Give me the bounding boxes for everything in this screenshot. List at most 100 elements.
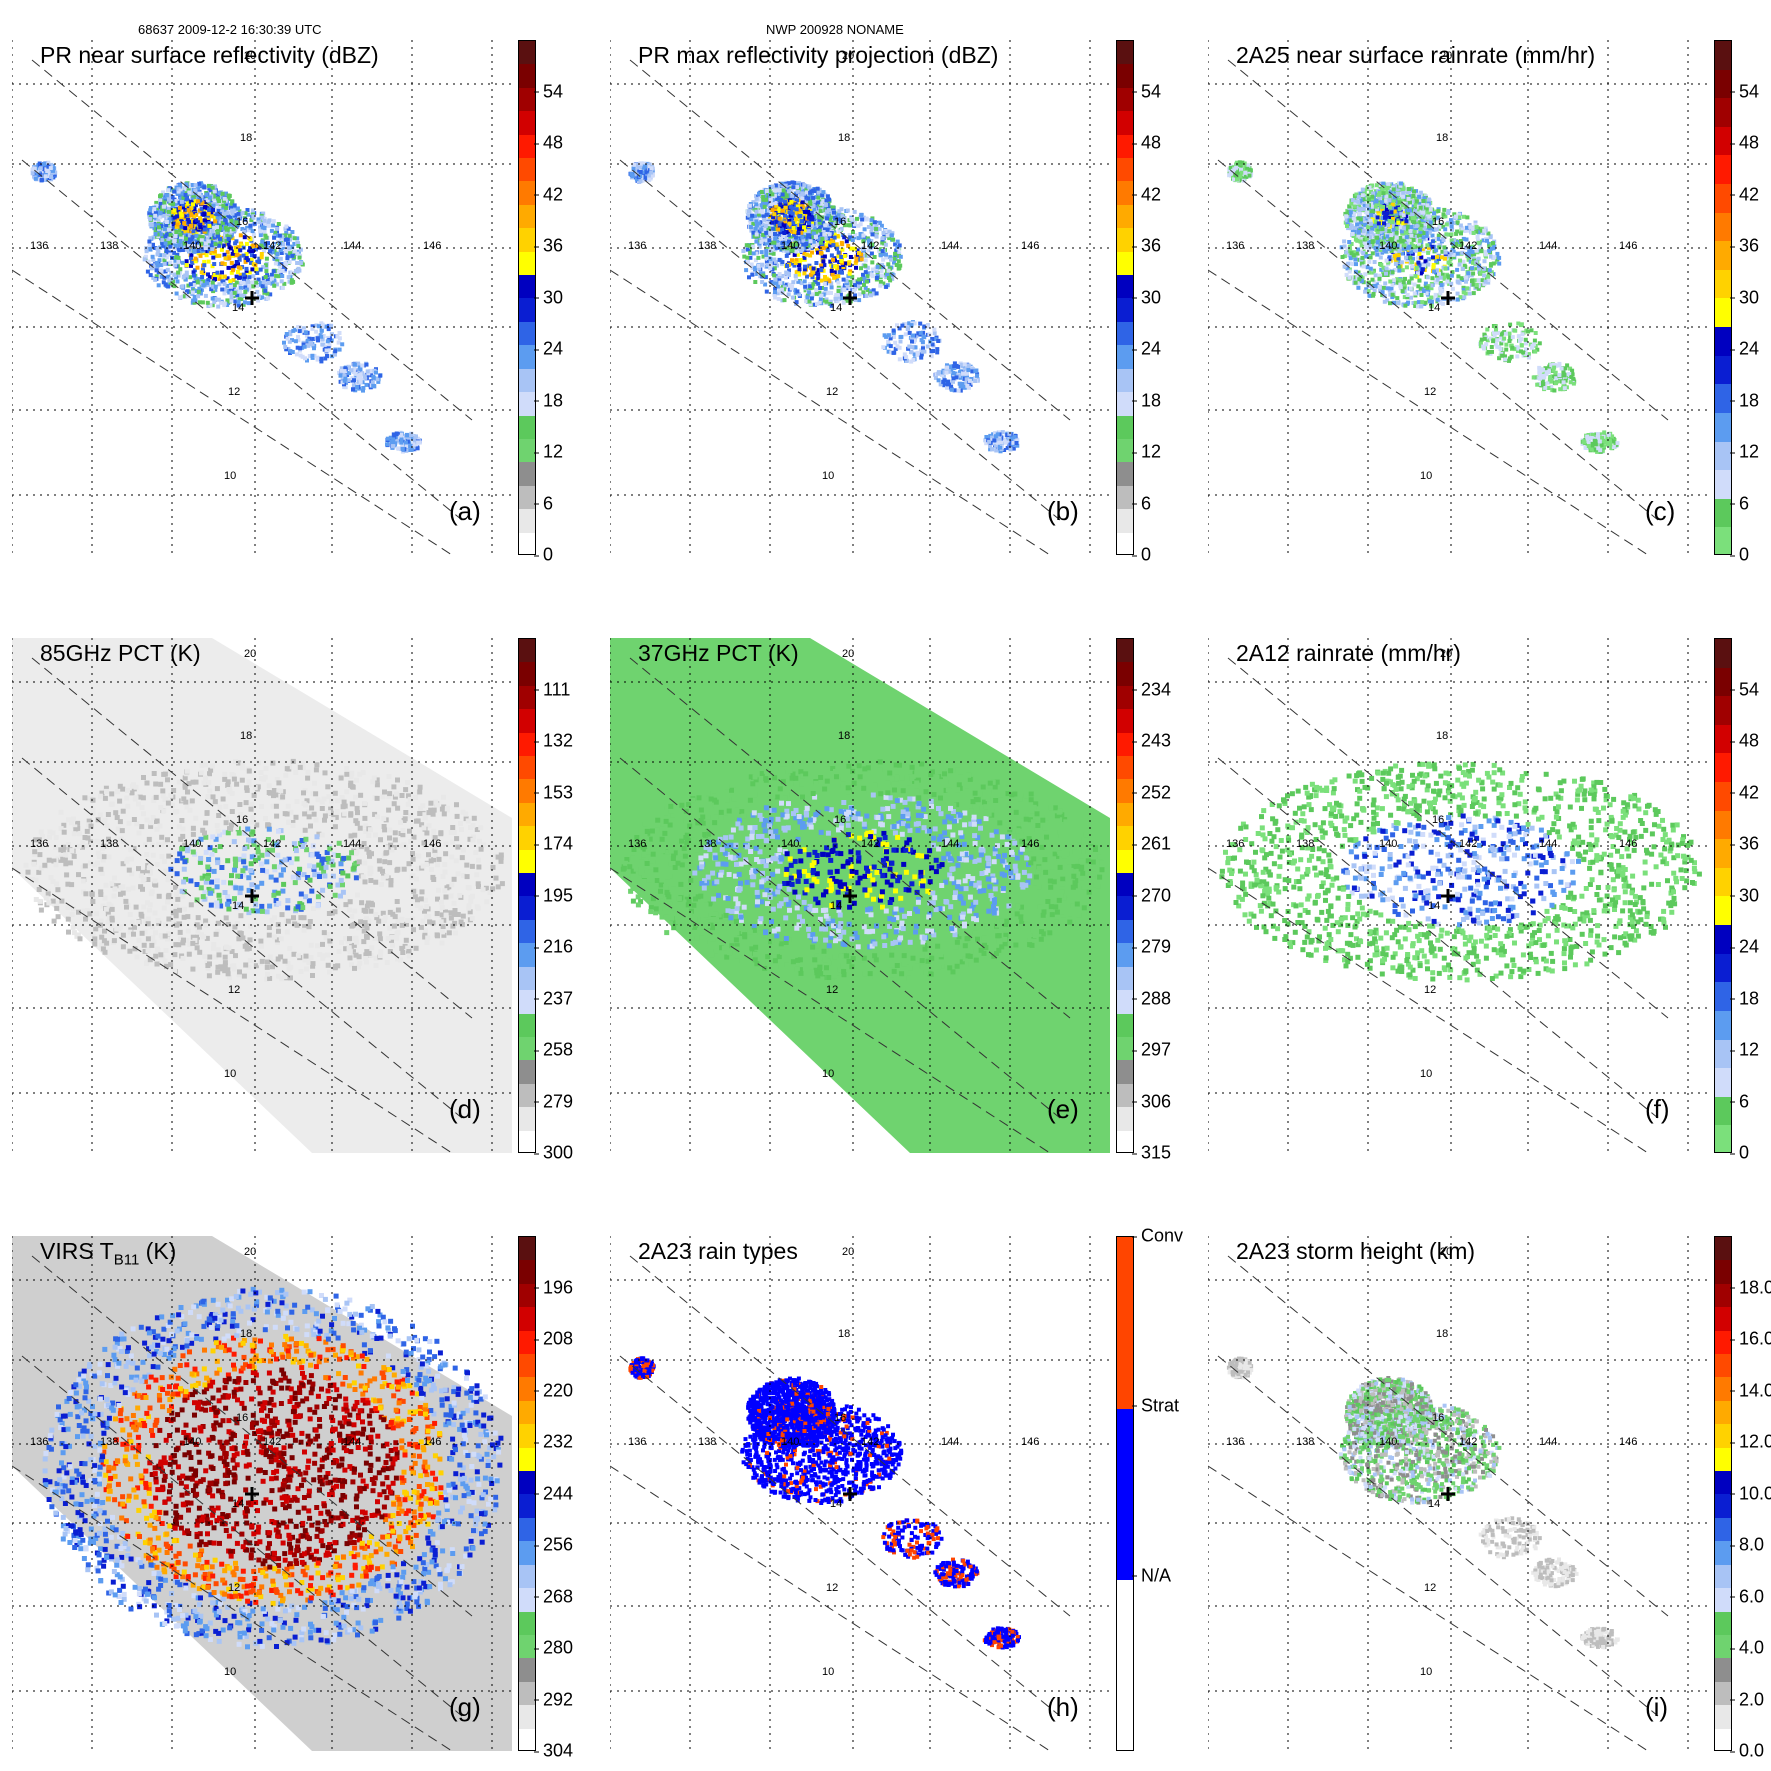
pixel xyxy=(791,280,796,285)
pixel xyxy=(773,290,777,295)
pixel xyxy=(303,356,307,361)
pixel xyxy=(238,286,243,290)
pixel xyxy=(760,200,765,205)
pixel xyxy=(790,180,795,185)
pixel xyxy=(230,201,235,206)
pixel xyxy=(256,298,261,303)
pixel xyxy=(205,281,209,286)
pixel xyxy=(375,377,380,382)
pixel xyxy=(153,213,158,218)
pixel xyxy=(890,231,895,236)
pixel xyxy=(818,209,823,214)
pixel xyxy=(1339,245,1344,250)
pixel xyxy=(757,241,762,246)
pixel xyxy=(835,234,840,238)
pixel xyxy=(171,230,176,235)
pixel xyxy=(754,232,759,237)
colorbar-segment xyxy=(519,251,535,276)
pixel xyxy=(222,282,227,287)
pixel xyxy=(172,239,177,244)
pixel xyxy=(757,226,762,231)
pixel xyxy=(792,210,797,215)
lon-label: 136 xyxy=(30,240,49,252)
pixel xyxy=(891,328,896,333)
pixel xyxy=(816,281,821,286)
pixel xyxy=(356,362,361,367)
pixel xyxy=(351,383,356,388)
pixel xyxy=(217,273,222,278)
colorbar-tick: 42 xyxy=(533,184,564,204)
pixel xyxy=(831,257,835,262)
pixel xyxy=(760,280,765,284)
pixel xyxy=(798,213,803,218)
pixel xyxy=(179,199,184,204)
pixel xyxy=(816,200,821,205)
pixel xyxy=(773,277,778,282)
pixel xyxy=(391,437,396,442)
pixel xyxy=(808,239,813,244)
pixel xyxy=(186,188,191,193)
pixel xyxy=(863,258,868,263)
pixel xyxy=(785,248,790,253)
pixel xyxy=(816,276,821,281)
pixel xyxy=(839,259,844,264)
pixel xyxy=(182,241,187,246)
pixel xyxy=(236,300,241,305)
lat-label: 12 xyxy=(228,386,241,398)
pixel xyxy=(192,268,197,273)
pixel xyxy=(189,218,194,223)
pixel xyxy=(147,212,152,217)
pixel xyxy=(399,437,404,442)
pixel xyxy=(165,267,170,272)
pixel xyxy=(202,185,207,190)
pixel xyxy=(796,231,801,236)
colorbar-tick: 24 xyxy=(1131,338,1162,359)
pixel xyxy=(865,265,870,270)
pixel xyxy=(774,219,779,224)
pixel xyxy=(273,230,278,235)
pixel xyxy=(144,249,149,254)
pixel xyxy=(237,275,242,280)
colorbar-segment xyxy=(519,462,535,486)
pixel xyxy=(745,215,750,220)
pixel xyxy=(265,277,270,282)
pixel xyxy=(364,362,369,367)
pixel xyxy=(824,198,829,203)
pixel xyxy=(179,235,183,240)
pixel xyxy=(814,229,818,234)
pixel xyxy=(848,235,853,240)
pixel xyxy=(196,186,201,191)
pixel xyxy=(291,328,296,333)
pixel xyxy=(151,223,156,228)
pixel xyxy=(215,202,220,207)
pixel xyxy=(226,265,231,270)
pixel xyxy=(189,206,194,210)
pixel xyxy=(897,251,902,256)
pixel xyxy=(211,207,215,212)
pixel xyxy=(839,240,844,245)
pixel xyxy=(167,209,171,214)
pixel xyxy=(861,253,866,258)
pixel xyxy=(761,213,766,218)
pixel xyxy=(402,437,407,442)
pixel xyxy=(261,249,266,254)
pixel xyxy=(780,240,785,245)
pixel xyxy=(347,371,352,375)
pixel xyxy=(192,220,197,225)
pixel xyxy=(851,288,856,293)
pixel xyxy=(754,202,759,207)
colorbar xyxy=(1116,40,1134,555)
pixel xyxy=(175,222,180,227)
pixel xyxy=(912,338,917,343)
panel-title-text: PR max reflectivity projection (dBZ) xyxy=(638,42,999,68)
swath-edge xyxy=(619,159,1061,521)
panel-label: (b) xyxy=(1047,496,1079,526)
pixel xyxy=(842,254,847,258)
colorbar-segment xyxy=(519,485,535,510)
pixel xyxy=(958,375,963,380)
pixel xyxy=(370,380,375,385)
pixel xyxy=(897,345,902,350)
pixel xyxy=(205,233,210,238)
pixel xyxy=(226,241,231,246)
pixel xyxy=(174,255,179,260)
